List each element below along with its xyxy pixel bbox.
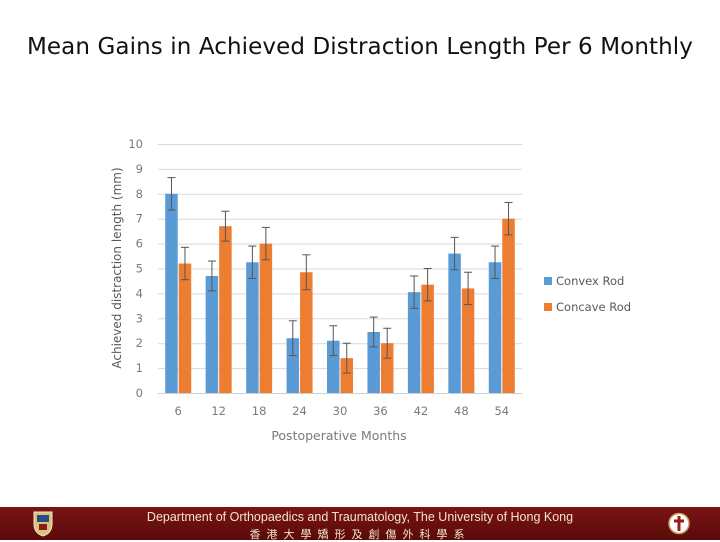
error-bar	[248, 245, 257, 279]
legend-label-convex: Convex Rod	[556, 274, 624, 288]
error-bar	[288, 320, 297, 357]
y-tick-label: 10	[128, 137, 143, 151]
legend-swatch-convex	[544, 277, 552, 285]
chart-gridlines	[158, 144, 522, 370]
bar-convex-18	[246, 262, 259, 393]
bar-concave-42	[421, 284, 434, 393]
y-axis-label: Achieved distraction length (mm)	[110, 167, 124, 368]
error-bar	[342, 342, 351, 374]
bar-convex-42	[407, 292, 421, 393]
x-tick-label: 30	[333, 404, 348, 418]
error-bar	[207, 260, 216, 292]
legend-label-concave: Concave Rod	[556, 300, 631, 314]
y-tick-label: 2	[136, 336, 143, 350]
bar-convex-30	[327, 340, 340, 393]
department-emblem-icon	[668, 512, 690, 535]
y-tick-label: 1	[136, 361, 143, 375]
footer-department-name: Department of Orthopaedics and Traumatol…	[146, 510, 574, 524]
x-tick-label: 12	[211, 404, 226, 418]
bar-concave-48	[461, 288, 475, 393]
x-tick-label: 48	[454, 404, 469, 418]
error-bar	[329, 325, 338, 357]
x-tick-label: 42	[414, 404, 429, 418]
x-tick-label: 6	[175, 404, 182, 418]
bar-concave-6	[178, 263, 192, 393]
error-bar	[221, 210, 230, 242]
error-bar	[180, 246, 189, 281]
bar-concave-30	[340, 358, 353, 393]
x-axis-label: Postoperative Months	[271, 428, 406, 443]
slide-title: Mean Gains in Achieved Distraction Lengt…	[26, 34, 693, 60]
error-bar	[423, 268, 432, 302]
university-crest-icon	[33, 511, 53, 537]
bar-concave-24	[300, 272, 313, 393]
error-bars	[167, 177, 513, 374]
bar-concave-54	[502, 218, 515, 393]
x-tick-label: 54	[494, 404, 509, 418]
y-tick-label: 8	[136, 187, 143, 201]
bar-convex-12	[205, 275, 219, 393]
error-bar	[383, 327, 392, 359]
error-bar	[491, 245, 500, 279]
footer-bar: Department of Orthopaedics and Traumatol…	[0, 507, 720, 541]
error-bar	[369, 316, 378, 348]
bar-concave-36	[380, 343, 394, 393]
legend-swatch-concave	[544, 303, 552, 311]
bar-convex-24	[286, 338, 300, 393]
x-tick-label: 18	[252, 404, 267, 418]
chart-bars	[165, 193, 515, 393]
x-tick-label: 24	[292, 404, 307, 418]
y-tick-label: 3	[136, 311, 143, 325]
error-bar	[167, 177, 176, 211]
bar-convex-54	[488, 262, 502, 393]
y-tick-label: 9	[136, 162, 143, 176]
y-axis-ticks: 0 1 2 3 4 5 6 7 8 9 10	[128, 137, 143, 400]
error-bar	[450, 236, 459, 271]
bar-convex-6	[165, 193, 178, 393]
chart-legend: Convex Rod Concave Rod	[544, 274, 631, 314]
error-bar	[261, 226, 270, 261]
bar-concave-12	[219, 226, 232, 393]
bar-convex-48	[448, 253, 461, 393]
y-tick-label: 5	[136, 262, 143, 276]
y-tick-label: 7	[136, 212, 143, 226]
x-tick-label: 36	[373, 404, 388, 418]
y-tick-label: 4	[136, 286, 143, 300]
error-bar	[464, 271, 473, 306]
y-tick-label: 6	[136, 237, 143, 251]
error-bar	[410, 275, 419, 309]
error-bar	[302, 254, 311, 291]
error-bar	[504, 202, 513, 236]
y-tick-label: 0	[136, 386, 143, 400]
footer-department-chinese: 香港大學矯形及創傷外科學系	[249, 528, 471, 541]
x-axis-ticks: 6 12 18 24 30 36 42 48 54	[175, 404, 510, 418]
bar-concave-18	[259, 243, 273, 393]
